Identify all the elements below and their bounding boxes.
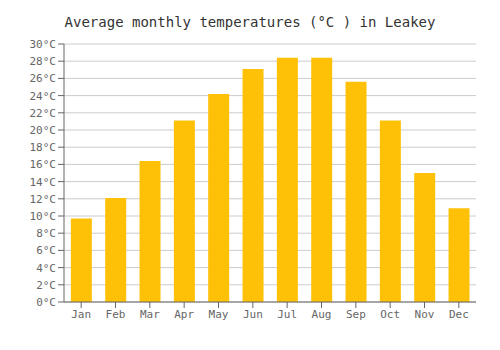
svg-text:8°C: 8°C (36, 227, 56, 240)
svg-text:Jul: Jul (277, 308, 297, 321)
svg-text:12°C: 12°C (30, 193, 57, 206)
svg-text:Jun: Jun (243, 308, 263, 321)
svg-text:Mar: Mar (140, 308, 160, 321)
svg-text:Nov: Nov (415, 308, 435, 321)
svg-text:Jan: Jan (71, 308, 91, 321)
svg-text:28°C: 28°C (30, 55, 57, 68)
svg-text:18°C: 18°C (30, 141, 57, 154)
svg-text:16°C: 16°C (30, 158, 57, 171)
svg-text:6°C: 6°C (36, 244, 56, 257)
svg-text:Dec: Dec (449, 308, 469, 321)
svg-text:22°C: 22°C (30, 107, 57, 120)
svg-text:0°C: 0°C (36, 296, 56, 309)
svg-text:30°C: 30°C (30, 38, 57, 51)
html-text:Average monthly temperatures (: Average monthly temperatures (°C ) in Le… (64, 14, 436, 30)
svg-text:May: May (209, 308, 229, 321)
svg-text:10°C: 10°C (30, 210, 57, 223)
svg-text:24°C: 24°C (30, 90, 57, 103)
svg-text:14°C: 14°C (30, 176, 57, 189)
svg-text:26°C: 26°C (30, 72, 57, 85)
svg-text:20°C: 20°C (30, 124, 57, 137)
svg-text:2°C: 2°C (36, 279, 56, 292)
svg-text:4°C: 4°C (36, 262, 56, 275)
svg-text:Feb: Feb (106, 308, 126, 321)
svg-text:Oct: Oct (380, 308, 400, 321)
svg-text:Sep: Sep (346, 308, 366, 321)
svg-text:Apr: Apr (174, 308, 194, 321)
svg-text:Aug: Aug (312, 308, 332, 321)
